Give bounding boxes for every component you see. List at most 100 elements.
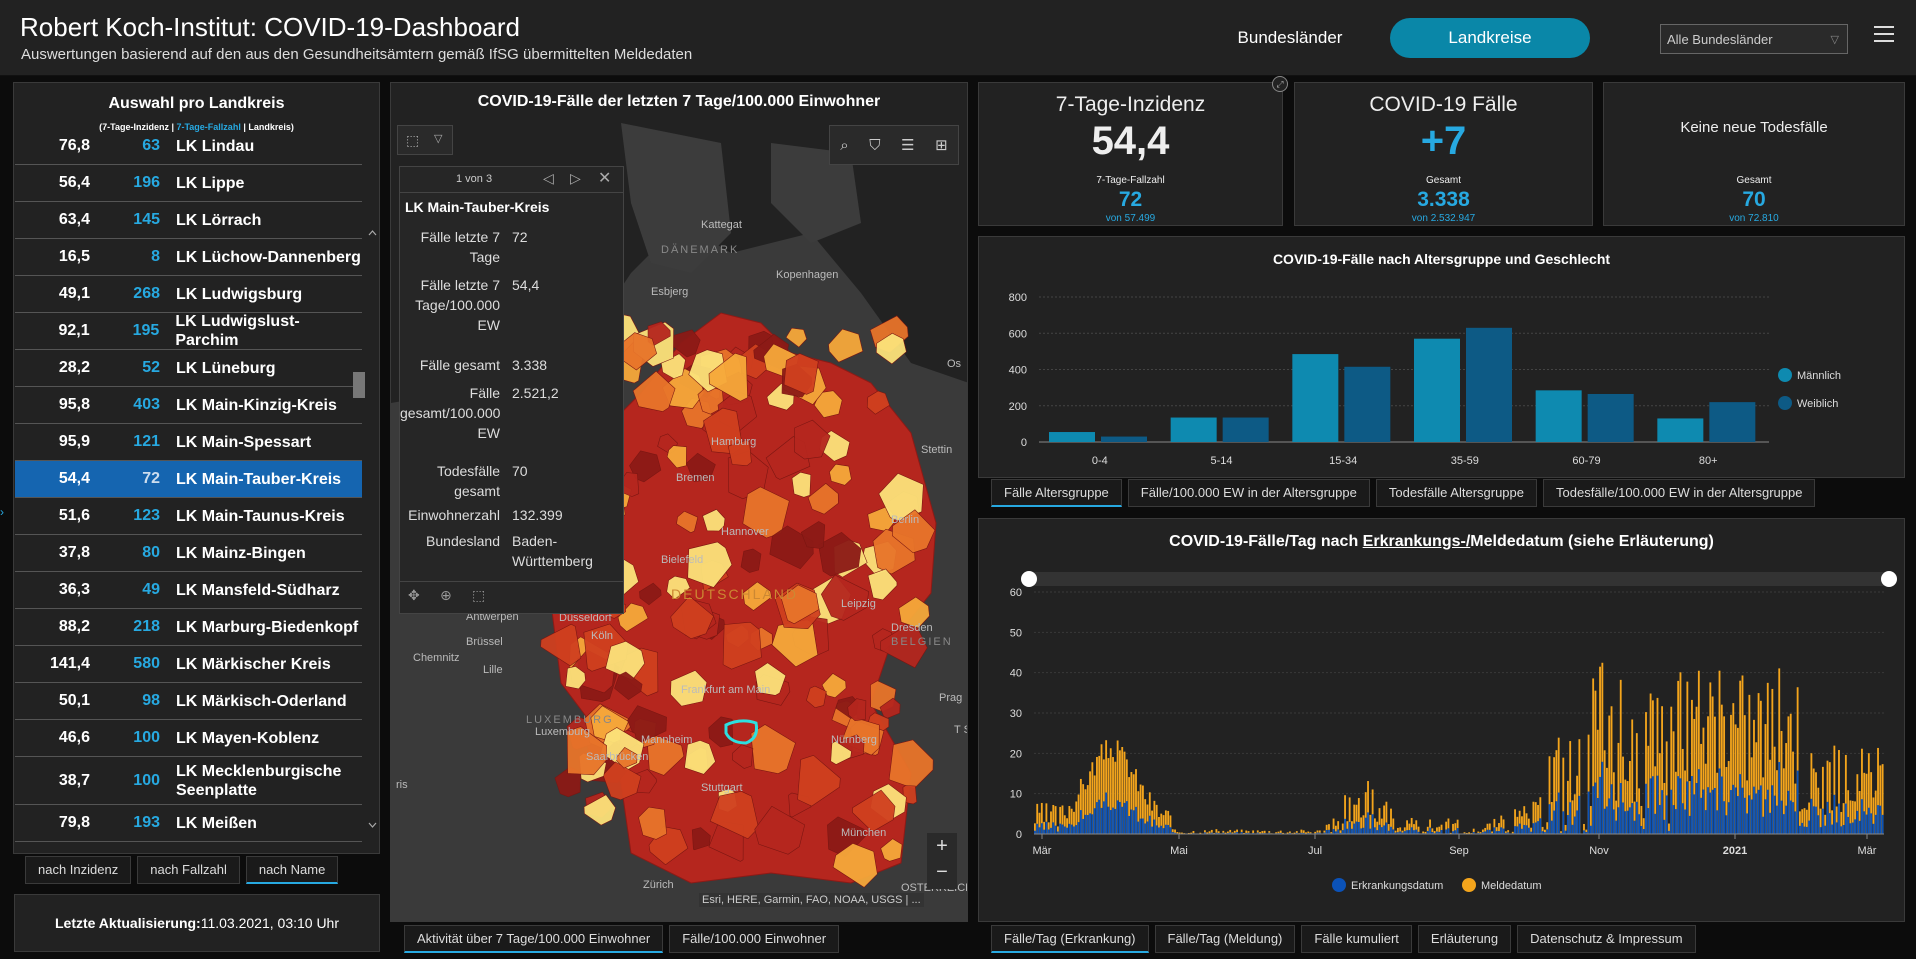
tab-faelle-kumuliert[interactable]: Fälle kumuliert <box>1301 925 1412 953</box>
tab-faelle-100k[interactable]: Fälle/100.000 Einwohner <box>669 925 840 953</box>
list-item[interactable]: 88,2 218 LK Marburg-Biedenkopf <box>15 609 362 646</box>
tab-faelle-altersgruppe[interactable]: Fälle Altersgruppe <box>991 479 1122 507</box>
close-icon[interactable]: ✕ <box>598 170 612 187</box>
bar-erkrankungsdatum <box>1782 814 1785 834</box>
bar-meldedatum <box>1495 827 1498 834</box>
tab-faelle-100k-altersgruppe[interactable]: Fälle/100.000 EW in der Altersgruppe <box>1127 479 1370 507</box>
list-item[interactable]: 16,5 8 LK Lüchow-Dannenberg <box>15 239 362 276</box>
tab-aktivitaet[interactable]: Aktivität über 7 Tage/100.000 Einwohner <box>404 925 664 953</box>
bar-meldedatum <box>1840 811 1843 834</box>
zoom-out-button[interactable]: − <box>936 861 948 883</box>
legend-marker[interactable] <box>1332 878 1346 892</box>
map-place-label: Düsseldorf <box>559 612 613 624</box>
list-item[interactable]: 46,6 100 LK Mayen-Koblenz <box>15 720 362 757</box>
select-tool[interactable]: ⬚ ▽ <box>397 125 453 155</box>
bar-weiblich-35-59[interactable] <box>1466 327 1512 442</box>
bar-meldedatum <box>1463 832 1466 834</box>
bar-weiblich-0-4[interactable] <box>1101 436 1147 442</box>
row-landkreis: LK Meißen <box>176 814 257 832</box>
select-area-icon[interactable]: ⬚ <box>406 132 420 148</box>
tab-datenschutz[interactable]: Datenschutz & Impressum <box>1517 925 1696 953</box>
erkrankungs-link[interactable]: Erkrankungs-/ <box>1362 533 1471 550</box>
list-item[interactable]: 37,8 80 LK Mainz-Bingen <box>15 535 362 572</box>
bar-weiblich-60-79[interactable] <box>1587 393 1634 442</box>
tab-todesfaelle-100k-altersgruppe[interactable]: Todesfälle/100.000 EW in der Altersgrupp… <box>1543 479 1816 507</box>
tab-nach-inzidenz[interactable]: nach Inzidenz <box>25 856 132 884</box>
legend-label[interactable]: Erkrankungsdatum <box>1351 880 1443 892</box>
bar-männlich-35-59[interactable] <box>1414 338 1460 442</box>
bar-meldedatum <box>1856 774 1859 834</box>
zoom-in-button[interactable]: + <box>936 835 948 857</box>
range-slider[interactable] <box>1024 572 1894 586</box>
legend-marker[interactable] <box>1778 368 1792 382</box>
bar-männlich-15-34[interactable] <box>1292 354 1339 442</box>
legend-marker[interactable] <box>1462 878 1476 892</box>
bar-erkrankungsdatum <box>1739 774 1742 834</box>
list-scrollbar[interactable] <box>365 223 380 923</box>
menu-icon[interactable] <box>1874 26 1894 44</box>
bar-erkrankungsdatum <box>1812 806 1815 834</box>
next-icon[interactable]: ▷ <box>570 170 581 186</box>
tab-faelle-tag-meldung[interactable]: Fälle/Tag (Meldung) <box>1154 925 1296 953</box>
expand-icon[interactable]: ⤢ <box>1272 76 1288 92</box>
map-place-label: Os <box>947 358 962 370</box>
bar-männlich-60-79[interactable] <box>1535 390 1582 442</box>
bar-meldedatum <box>1328 824 1330 834</box>
list-item[interactable]: 56,4 196 LK Lippe <box>15 165 362 202</box>
bar-meldedatum <box>1102 759 1105 834</box>
bar-erkrankungsdatum <box>1562 811 1565 834</box>
bookmark-icon[interactable]: ⛉ <box>869 136 881 154</box>
landkreis-panel: Auswahl pro Landkreis (7-Tage-Inzidenz |… <box>13 82 380 854</box>
tab-nach-name[interactable]: nach Name <box>245 856 339 884</box>
bar-männlich-80+[interactable] <box>1657 418 1704 442</box>
tab-faelle-tag-erkrankung[interactable]: Fälle/Tag (Erkrankung) <box>991 925 1149 953</box>
legend-label[interactable]: Meldedatum <box>1481 880 1542 892</box>
list-item[interactable]: 95,8 403 LK Main-Kinzig-Kreis <box>15 387 362 424</box>
legend-label[interactable]: Männlich <box>1797 370 1841 382</box>
list-item[interactable]: 76,8 63 LK Lindau <box>15 135 362 165</box>
map-attribution[interactable]: Esri, HERE, Garmin, FAO, NOAA, USGS | ..… <box>699 893 924 907</box>
side-expand-icon[interactable]: › <box>0 505 4 519</box>
nav-bundeslaender[interactable]: Bundesländer <box>1237 28 1343 47</box>
list-item[interactable]: 54,4 72 LK Main-Tauber-Kreis <box>15 461 362 498</box>
legend-marker[interactable] <box>1778 396 1792 410</box>
list-scrollbar-thumb[interactable] <box>353 372 365 398</box>
nav-landkreise[interactable]: Landkreise <box>1390 18 1590 58</box>
bar-weiblich-80+[interactable] <box>1709 402 1756 442</box>
previous-icon[interactable]: ◁ <box>543 170 554 186</box>
list-item[interactable]: 79,8 193 LK Meißen <box>15 805 362 842</box>
bar-weiblich-5-14[interactable] <box>1222 417 1269 442</box>
bundesland-select[interactable]: Alle Bundesländer ▽ <box>1660 24 1848 54</box>
search-icon[interactable]: ⌕ <box>840 136 849 154</box>
pan-icon[interactable]: ✥ <box>408 587 420 603</box>
tab-todesfaelle-altersgruppe[interactable]: Todesfälle Altersgruppe <box>1375 479 1538 507</box>
layer-list-icon[interactable]: ☰ <box>901 137 915 154</box>
list-item[interactable]: 36,3 49 LK Mansfeld-Südharz <box>15 572 362 609</box>
list-item[interactable]: 51,6 123 LK Main-Taunus-Kreis <box>15 498 362 535</box>
bar-erkrankungsdatum <box>1130 809 1133 834</box>
list-item[interactable]: 38,7 100 LK Mecklenburgische Seenplatte <box>15 757 362 805</box>
range-handle-left[interactable] <box>1021 571 1037 587</box>
tab-erlaeuterung[interactable]: Erläuterung <box>1417 925 1512 953</box>
legend-label[interactable]: Weiblich <box>1797 398 1838 410</box>
bar-erkrankungsdatum <box>1840 826 1843 834</box>
bar-meldedatum <box>1109 748 1112 834</box>
zoom-to-icon[interactable]: ⊕ <box>440 587 452 603</box>
bar-männlich-5-14[interactable] <box>1170 417 1217 442</box>
bar-meldedatum <box>1879 765 1882 834</box>
bar-männlich-0-4[interactable] <box>1049 432 1095 442</box>
chevron-down-icon[interactable]: ▽ <box>434 133 443 145</box>
basemap-gallery-icon[interactable]: ⊞ <box>935 137 948 154</box>
bar-erkrankungsdatum <box>1684 809 1686 834</box>
list-item[interactable]: 95,9 121 LK Main-Spessart <box>15 424 362 461</box>
range-handle-right[interactable] <box>1881 571 1897 587</box>
list-item[interactable]: 28,2 52 LK Lüneburg <box>15 350 362 387</box>
list-item[interactable]: 92,1 195 LK Ludwigslust-Parchim <box>15 313 362 350</box>
bar-weiblich-15-34[interactable] <box>1344 366 1391 442</box>
list-item[interactable]: 50,1 98 LK Märkisch-Oderland <box>15 683 362 720</box>
tab-nach-fallzahl[interactable]: nach Fallzahl <box>137 856 240 884</box>
list-item[interactable]: 49,1 268 LK Ludwigsburg <box>15 276 362 313</box>
select-feature-icon[interactable]: ⬚ <box>472 587 486 603</box>
list-item[interactable]: 63,4 145 LK Lörrach <box>15 202 362 239</box>
list-item[interactable]: 141,4 580 LK Märkischer Kreis <box>15 646 362 683</box>
